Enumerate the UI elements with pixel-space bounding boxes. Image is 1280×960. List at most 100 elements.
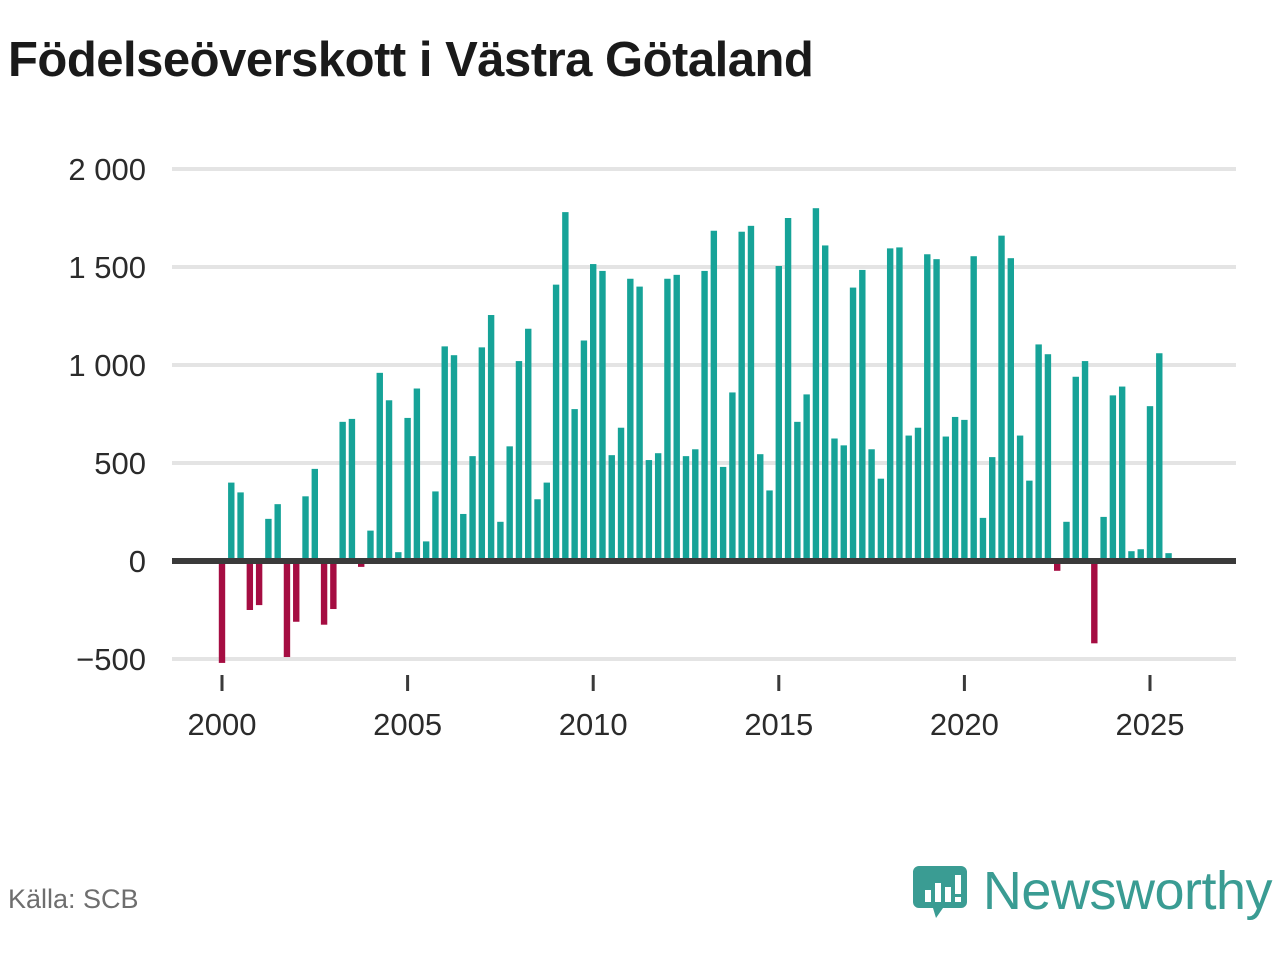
bar <box>293 561 300 622</box>
y-axis-tick-label: 0 <box>129 544 146 579</box>
bar <box>487 315 495 561</box>
bar <box>794 421 801 561</box>
bar <box>682 456 690 561</box>
bar <box>636 286 643 561</box>
bar <box>283 561 291 658</box>
bar <box>849 287 857 561</box>
bar <box>812 208 820 561</box>
source-note: Källa: SCB <box>8 884 139 914</box>
bar <box>951 416 959 561</box>
bar <box>627 278 634 561</box>
bar <box>1063 521 1070 561</box>
bar <box>654 453 662 561</box>
bar <box>924 254 931 561</box>
bar <box>255 561 263 606</box>
brand-name: Newsworthy <box>982 861 1273 921</box>
bar <box>265 518 272 561</box>
bar <box>320 561 328 625</box>
bar <box>515 361 523 561</box>
bar <box>905 435 912 561</box>
bar <box>302 496 309 561</box>
bar <box>1007 258 1014 561</box>
bar <box>497 521 504 561</box>
bar <box>831 438 838 561</box>
x-axis-tick-label: 2005 <box>373 707 442 742</box>
bar <box>422 541 430 561</box>
bar <box>1016 435 1024 561</box>
bar <box>719 466 727 561</box>
bar <box>395 552 402 561</box>
bar <box>274 504 281 561</box>
bar <box>339 421 346 561</box>
brand-logo: Newsworthy <box>911 861 1273 921</box>
page-title: Födelseöverskott i Västra Götaland <box>8 33 814 87</box>
bar <box>506 446 513 561</box>
y-axis-tick-label: 2 000 <box>68 152 146 187</box>
bar <box>775 266 782 561</box>
bar <box>914 427 922 561</box>
bar <box>1072 376 1079 561</box>
bar <box>413 388 421 561</box>
bar <box>710 230 718 562</box>
bar <box>757 454 764 561</box>
bar <box>701 270 708 561</box>
x-axis-tick-label: 2000 <box>188 707 257 742</box>
bar <box>645 460 653 561</box>
bar <box>738 231 745 561</box>
y-axis-tick-label: 500 <box>94 446 146 481</box>
bar <box>1137 549 1144 561</box>
bar <box>543 482 550 561</box>
bar <box>664 278 671 561</box>
bar <box>385 400 393 561</box>
bar <box>525 328 532 561</box>
bar <box>376 372 383 561</box>
bar <box>1109 395 1117 561</box>
bar <box>1146 406 1154 561</box>
bar <box>571 409 578 561</box>
bar <box>228 482 235 561</box>
y-axis-labels: −500 0 500 1 000 1 500 2 000 <box>68 152 146 677</box>
bar <box>998 235 1005 561</box>
bar <box>729 392 736 561</box>
bar <box>1026 480 1033 561</box>
bar <box>868 449 875 561</box>
bar <box>989 457 996 561</box>
bar <box>784 218 792 561</box>
bar <box>822 245 829 561</box>
bar <box>1128 551 1135 561</box>
y-axis-tick-label: 1 500 <box>68 250 146 285</box>
bar <box>562 212 569 561</box>
bar <box>803 394 810 561</box>
bar <box>348 418 356 561</box>
x-axis-tick-label: 2010 <box>559 707 628 742</box>
bar <box>766 490 773 561</box>
bar <box>432 491 439 561</box>
bar <box>237 492 244 561</box>
x-axis-tick-label: 2020 <box>930 707 999 742</box>
bar <box>441 346 448 561</box>
bar <box>246 561 254 610</box>
bar <box>1100 516 1107 561</box>
bar <box>534 499 541 561</box>
x-axis-labels: 2000 2005 2010 2015 2020 2025 <box>188 675 1184 742</box>
bar <box>218 561 226 663</box>
bar <box>747 225 755 561</box>
bar <box>859 269 866 561</box>
bar <box>1091 561 1098 644</box>
bar <box>460 513 467 561</box>
bar <box>1081 361 1089 561</box>
bar <box>1035 344 1042 561</box>
bar <box>367 530 374 561</box>
bar <box>450 355 458 561</box>
y-axis-tick-label: −500 <box>76 642 146 677</box>
bar <box>896 247 903 561</box>
bar-series <box>218 208 1172 663</box>
bar <box>933 259 940 561</box>
bar <box>599 270 606 561</box>
bar-chart-speech-bubble-icon <box>912 866 967 918</box>
bar <box>469 456 476 561</box>
bar <box>1044 354 1052 561</box>
bar <box>1156 353 1163 561</box>
